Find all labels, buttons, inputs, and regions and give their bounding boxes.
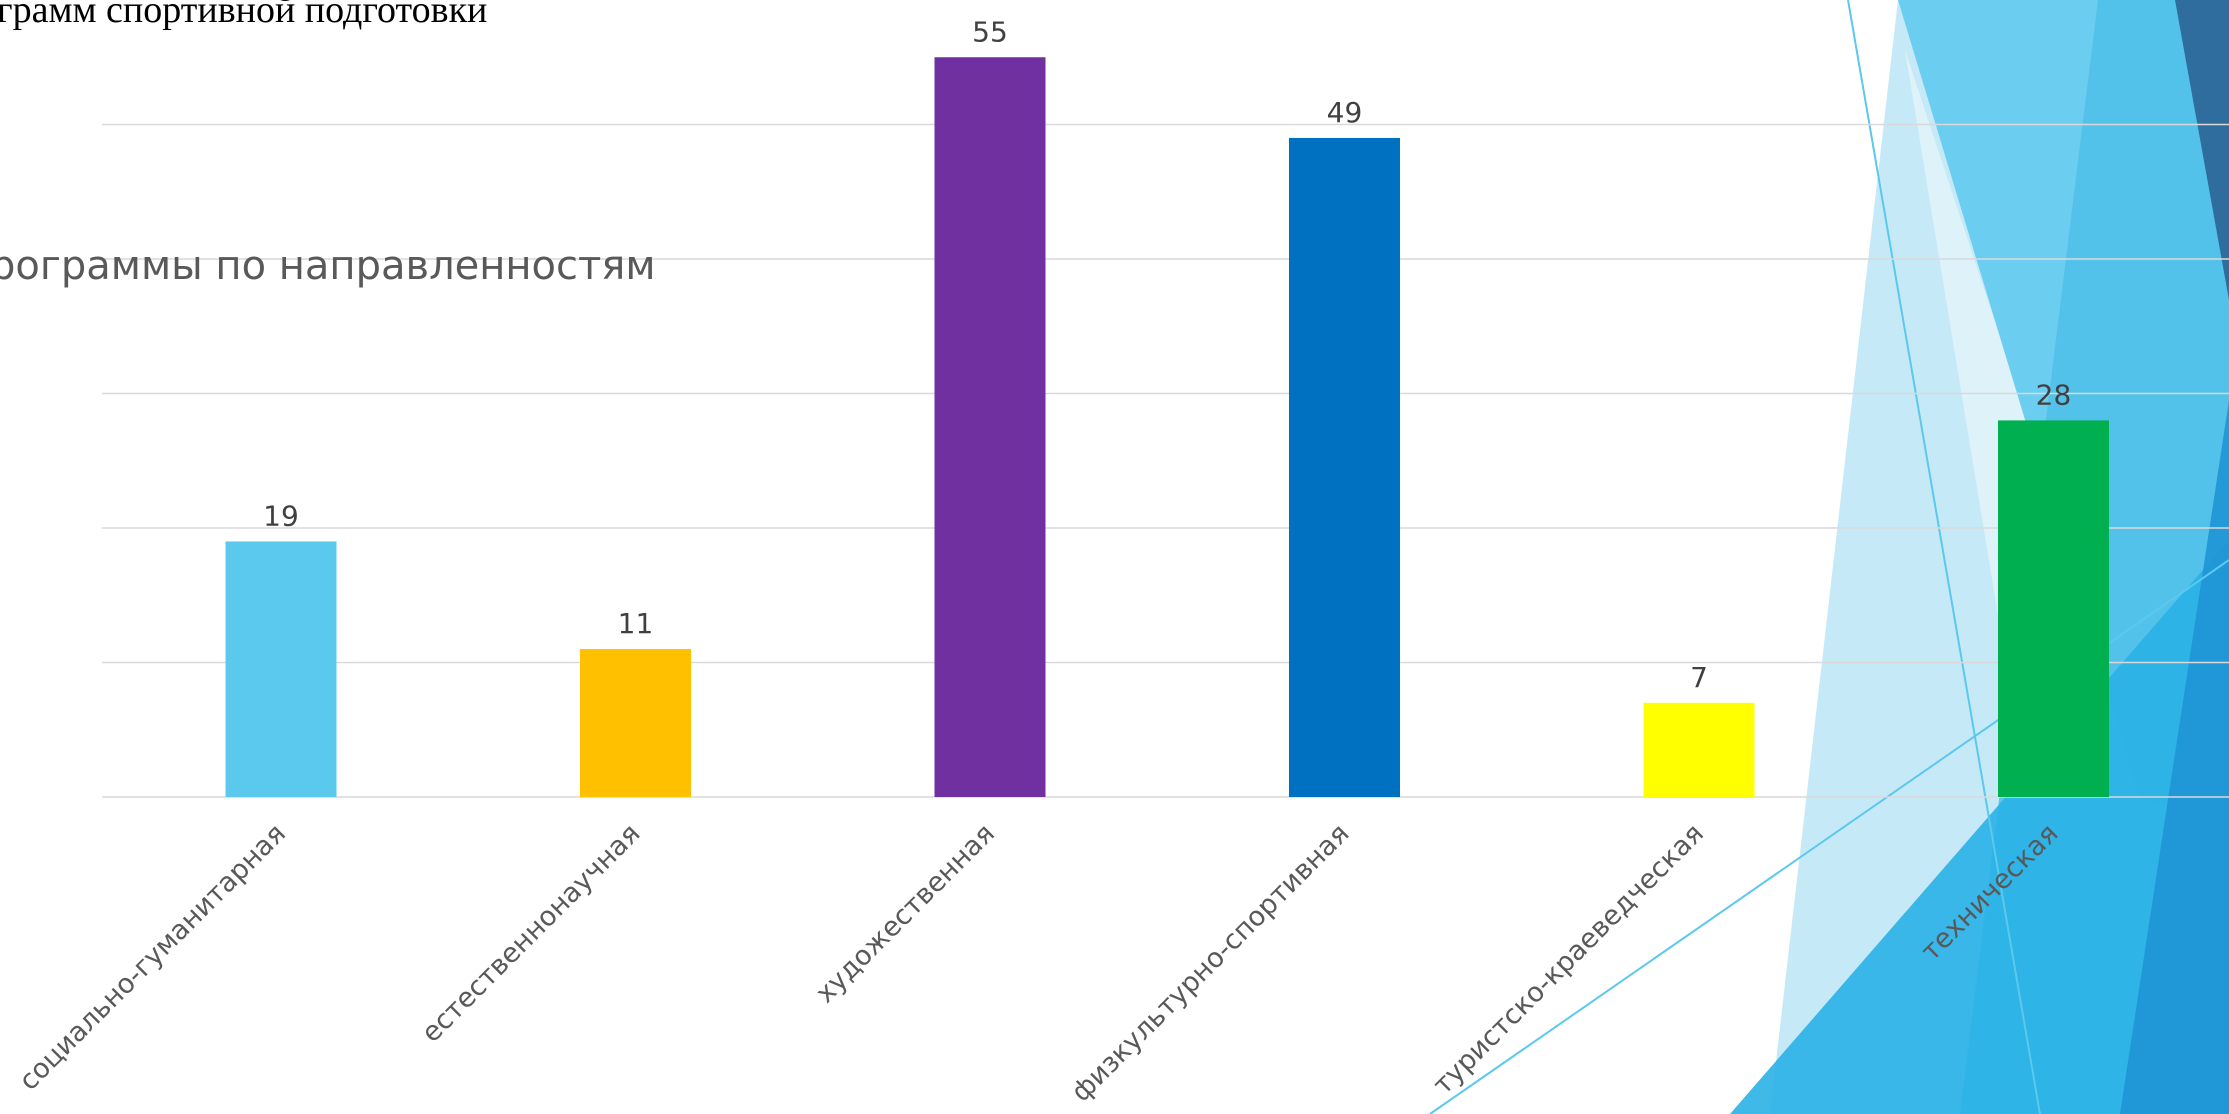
tick-label-6: техническая <box>1915 818 2064 967</box>
chart-title: рограммы по направленностям <box>0 243 656 289</box>
decor-line-1 <box>1847 0 2041 1114</box>
tick-label-4: физкультурно-спортивная <box>1066 818 1356 1108</box>
tick-label-1: социально-гуманитарная <box>13 818 292 1097</box>
slide-heading: грамм спортивной подготовки <box>0 0 488 31</box>
tick-label-2: естественнонаучная <box>416 818 647 1049</box>
decor-shape-dark <box>2175 0 2229 300</box>
bar-2 <box>580 649 691 797</box>
data-labels: 19 11 55 49 7 28 <box>263 15 2071 694</box>
gridlines <box>102 123 2229 798</box>
data-label-4: 49 <box>1327 96 1363 129</box>
bar-1 <box>225 541 337 797</box>
x-axis-tick-labels: социально-гуманитарная естественнонаучная… <box>13 818 2064 1108</box>
tick-label-5: туристско-краеведческая <box>1427 818 1710 1101</box>
data-label-2: 11 <box>618 607 654 640</box>
bars <box>225 57 2109 797</box>
data-label-5: 7 <box>1690 661 1708 694</box>
bar-5 <box>1643 702 1755 797</box>
data-label-6: 28 <box>2036 378 2072 411</box>
bar-4 <box>1289 137 1400 797</box>
data-label-1: 19 <box>263 499 299 532</box>
bar-3 <box>934 57 1046 797</box>
tick-label-3: художественная <box>810 818 1001 1009</box>
data-label-3: 55 <box>972 15 1008 48</box>
bar-6 <box>1998 420 2109 797</box>
